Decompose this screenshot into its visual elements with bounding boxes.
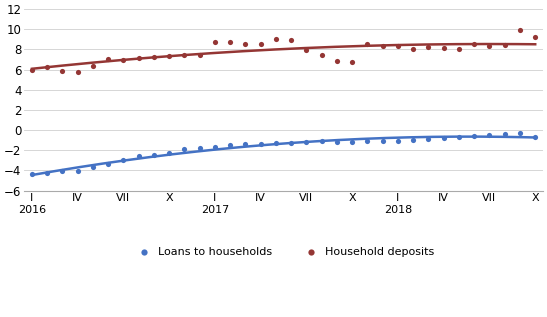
Loans to households bbox=[211, 145, 219, 150]
Household deposits bbox=[394, 44, 403, 49]
Loans to households bbox=[516, 131, 525, 136]
Household deposits bbox=[287, 38, 295, 43]
Loans to households bbox=[257, 142, 265, 147]
Household deposits bbox=[89, 63, 97, 68]
Loans to households bbox=[302, 139, 311, 145]
Loans to households bbox=[226, 143, 235, 148]
Household deposits bbox=[27, 67, 36, 72]
Loans to households bbox=[485, 133, 494, 138]
Loans to households bbox=[394, 139, 403, 144]
Loans to households bbox=[470, 133, 479, 139]
Loans to households bbox=[89, 165, 97, 170]
Household deposits bbox=[363, 42, 372, 47]
Loans to households bbox=[43, 171, 51, 176]
Household deposits bbox=[165, 53, 173, 58]
Household deposits bbox=[195, 52, 204, 57]
Household deposits bbox=[43, 64, 51, 69]
Household deposits bbox=[455, 47, 463, 52]
Loans to households bbox=[271, 141, 280, 146]
Loans to households bbox=[149, 153, 158, 158]
Household deposits bbox=[58, 68, 67, 73]
Household deposits bbox=[226, 40, 235, 45]
Household deposits bbox=[257, 42, 265, 47]
Household deposits bbox=[104, 56, 113, 61]
Household deposits bbox=[333, 58, 341, 63]
Loans to households bbox=[531, 135, 539, 140]
Household deposits bbox=[531, 35, 539, 40]
Household deposits bbox=[485, 44, 494, 49]
Loans to households bbox=[409, 138, 417, 143]
Loans to households bbox=[501, 132, 509, 137]
Household deposits bbox=[241, 42, 250, 47]
Loans to households bbox=[333, 139, 341, 145]
Household deposits bbox=[73, 69, 82, 74]
Loans to households bbox=[424, 137, 433, 142]
Household deposits bbox=[119, 57, 128, 62]
Household deposits bbox=[302, 48, 311, 53]
Loans to households bbox=[455, 135, 463, 140]
Household deposits bbox=[501, 43, 509, 48]
Loans to households bbox=[58, 169, 67, 174]
Household deposits bbox=[439, 46, 448, 51]
Household deposits bbox=[409, 47, 417, 52]
Loans to households bbox=[348, 139, 357, 145]
Household deposits bbox=[516, 28, 525, 33]
Loans to households bbox=[363, 139, 372, 144]
Loans to households bbox=[73, 169, 82, 174]
Loans to households bbox=[119, 158, 128, 163]
Household deposits bbox=[470, 42, 479, 47]
Household deposits bbox=[379, 44, 387, 49]
Household deposits bbox=[348, 59, 357, 64]
Household deposits bbox=[317, 52, 326, 57]
Loans to households bbox=[27, 172, 36, 177]
Household deposits bbox=[271, 37, 280, 42]
Household deposits bbox=[135, 55, 143, 60]
Loans to households bbox=[317, 139, 326, 144]
Loans to households bbox=[439, 136, 448, 141]
Loans to households bbox=[241, 142, 250, 147]
Loans to households bbox=[287, 141, 295, 146]
Legend: Loans to households, Household deposits: Loans to households, Household deposits bbox=[128, 242, 439, 261]
Loans to households bbox=[135, 154, 143, 159]
Loans to households bbox=[180, 147, 189, 152]
Loans to households bbox=[379, 139, 387, 144]
Loans to households bbox=[165, 151, 173, 156]
Household deposits bbox=[424, 45, 433, 50]
Household deposits bbox=[211, 40, 219, 45]
Household deposits bbox=[180, 52, 189, 57]
Loans to households bbox=[195, 146, 204, 151]
Household deposits bbox=[149, 54, 158, 59]
Loans to households bbox=[104, 162, 113, 167]
